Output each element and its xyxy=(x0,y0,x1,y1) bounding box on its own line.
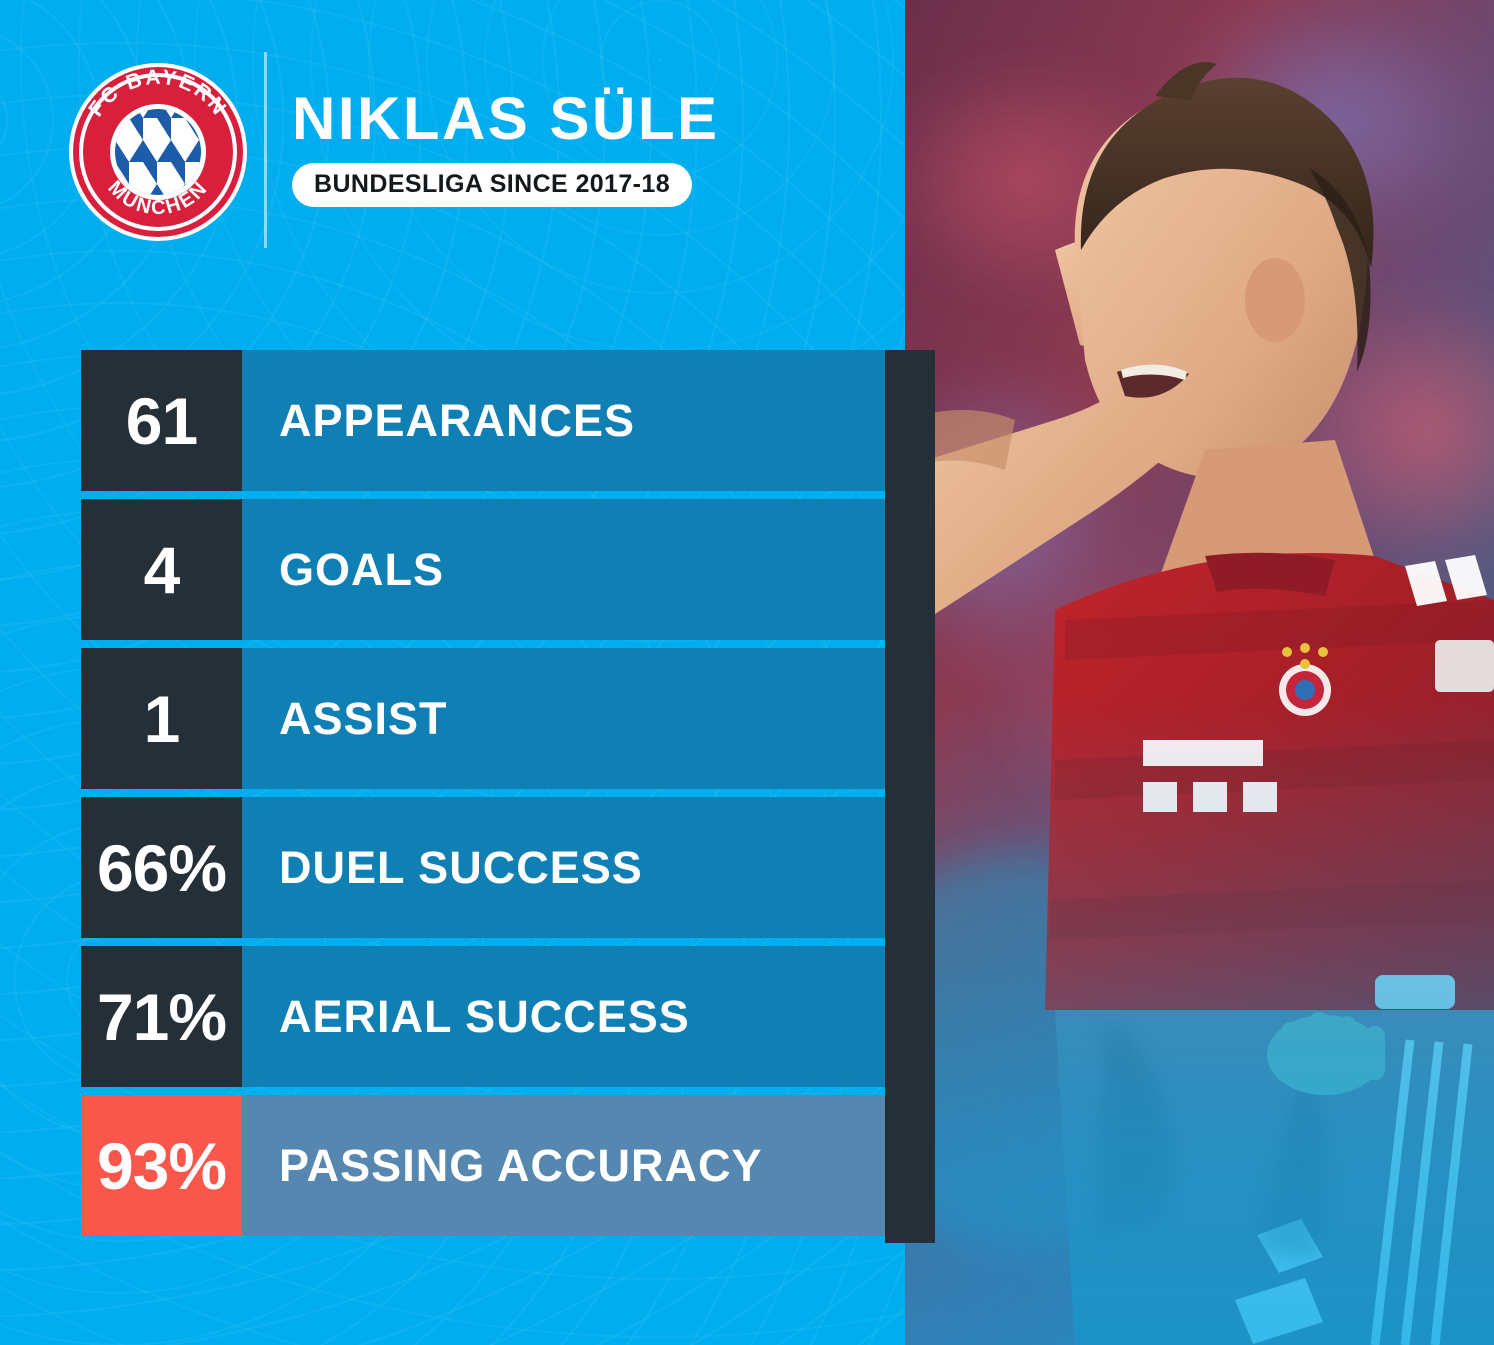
header-divider xyxy=(264,52,267,248)
stat-value: 1 xyxy=(81,648,242,789)
stat-label: GOALS xyxy=(242,499,885,640)
header: FC BAYERN MÜNCHEN NIKLAS SÜLE BUNDESLIGA… xyxy=(0,0,905,320)
stat-label: DUEL SUCCESS xyxy=(242,797,885,938)
stat-label: ASSIST xyxy=(242,648,885,789)
stats-right-rail xyxy=(885,350,935,1243)
stat-row: 1 ASSIST xyxy=(81,648,885,789)
stat-value: 71% xyxy=(81,946,242,1087)
stat-row: 71% AERIAL SUCCESS xyxy=(81,946,885,1087)
stats-list: 61 APPEARANCES 4 GOALS 1 ASSIST 66% DUEL SUCCES… xyxy=(81,350,885,1236)
stat-label: AERIAL SUCCESS xyxy=(242,946,885,1087)
stat-value: 61 xyxy=(81,350,242,491)
fc-bayern-munchen-crest-icon: FC BAYERN MÜNCHEN xyxy=(68,62,248,242)
stat-row: 93% PASSING ACCURACY xyxy=(81,1095,885,1236)
stat-value: 66% xyxy=(81,797,242,938)
stat-value: 4 xyxy=(81,499,242,640)
stat-row: 61 APPEARANCES xyxy=(81,350,885,491)
stat-row: 66% DUEL SUCCESS xyxy=(81,797,885,938)
stat-value: 93% xyxy=(81,1095,242,1236)
stat-label: PASSING ACCURACY xyxy=(242,1095,885,1236)
player-photo xyxy=(905,0,1494,1345)
stat-row: 4 GOALS xyxy=(81,499,885,640)
stat-label: APPEARANCES xyxy=(242,350,885,491)
title-block: NIKLAS SÜLE BUNDESLIGA SINCE 2017-18 xyxy=(292,85,892,208)
player-name: NIKLAS SÜLE xyxy=(292,85,720,152)
competition-badge: BUNDESLIGA SINCE 2017-18 xyxy=(292,163,692,208)
